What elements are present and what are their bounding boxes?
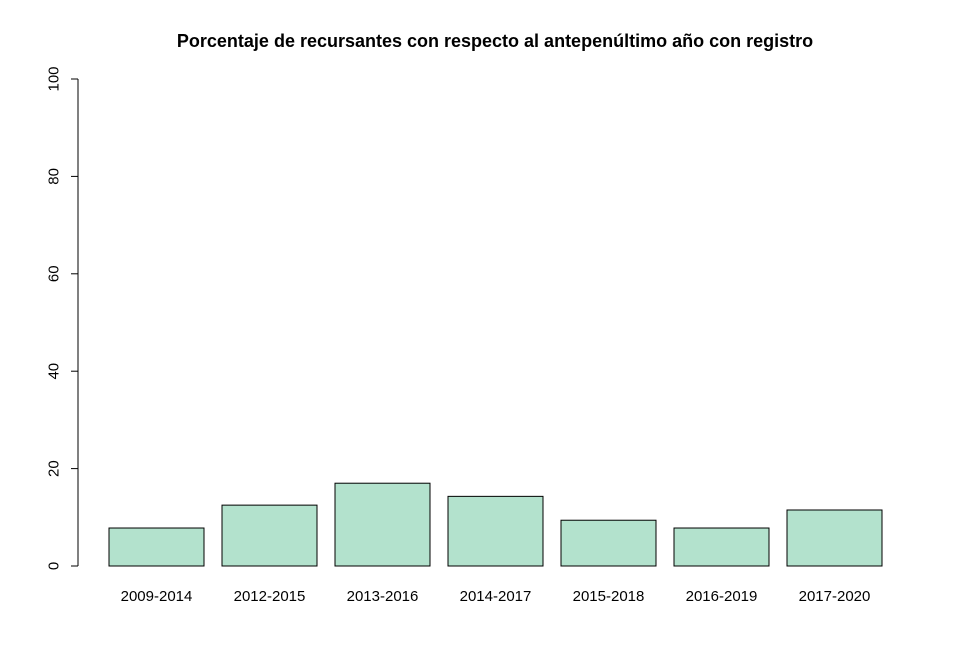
y-tick-label: 60 (45, 265, 62, 282)
x-tick-label: 2015-2018 (573, 588, 645, 605)
x-tick-label: 2017-2020 (799, 588, 871, 605)
bar-2016-2019 (673, 527, 770, 567)
bars (108, 482, 883, 567)
bar-2015-2018 (560, 519, 657, 567)
y-axis: 0 20 40 60 80 100 (45, 66, 78, 570)
x-tick-label: 2013-2016 (347, 588, 419, 605)
y-tick-label: 80 (45, 168, 62, 185)
y-tick-label: 20 (45, 460, 62, 477)
x-tick-label: 2012-2015 (234, 588, 306, 605)
x-tick-label: 2016-2019 (686, 588, 758, 605)
x-tick-label: 2014-2017 (460, 588, 532, 605)
bar-2014-2017 (447, 495, 544, 567)
y-tick-label: 40 (45, 363, 62, 380)
chart-title: Porcentaje de recursantes con respecto a… (177, 31, 813, 51)
bar-2013-2016 (334, 482, 431, 567)
bar-2017-2020 (786, 509, 883, 567)
x-axis-labels: 2009-2014 2012-2015 2013-2016 2014-2017 2015… (121, 588, 871, 605)
bar-2012-2015 (221, 504, 318, 567)
x-tick-label: 2009-2014 (121, 588, 193, 605)
y-tick-label: 100 (45, 66, 62, 91)
bar-2009-2014 (108, 527, 205, 567)
y-tick-label: 0 (45, 562, 62, 570)
